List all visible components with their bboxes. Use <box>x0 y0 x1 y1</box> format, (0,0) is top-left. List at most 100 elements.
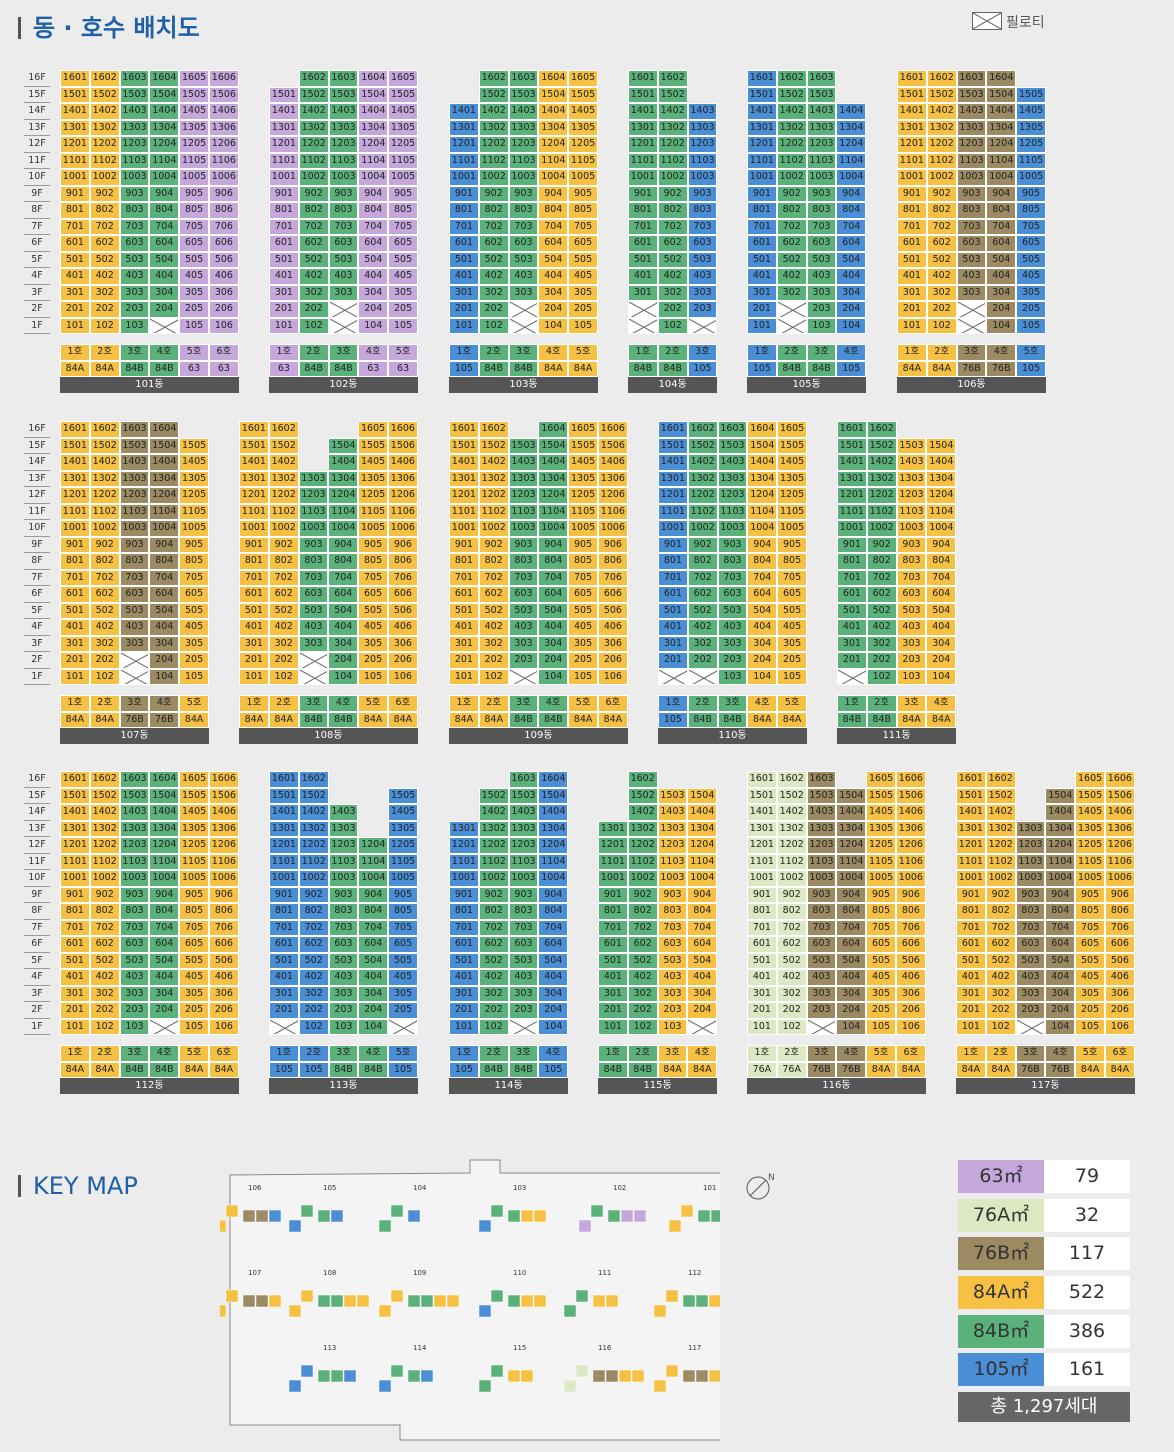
unit-cell[interactable]: 705 <box>866 919 896 936</box>
unit-cell[interactable]: 205 <box>358 652 388 669</box>
unit-cell[interactable]: 1103 <box>508 503 539 520</box>
unit-cell[interactable]: 304 <box>538 635 569 652</box>
unit-cell[interactable]: 1606 <box>209 70 239 87</box>
unit-cell[interactable]: 506 <box>896 952 926 969</box>
unit-cell[interactable]: 104 <box>538 1018 569 1035</box>
unit-cell[interactable]: 1405 <box>568 454 598 471</box>
unit-cell[interactable]: 1004 <box>747 520 778 537</box>
unit-cell[interactable]: 1202 <box>657 136 688 153</box>
unit-cell[interactable]: 1402 <box>478 103 509 120</box>
unit-cell[interactable]: 205 <box>866 1002 896 1019</box>
unit-cell[interactable]: 1206 <box>209 837 239 854</box>
unit-cell[interactable]: 1201 <box>747 837 777 854</box>
unit-cell[interactable]: 603 <box>806 936 837 953</box>
unit-cell[interactable]: 806 <box>1105 903 1135 920</box>
unit-cell[interactable]: 102 <box>298 1018 329 1035</box>
unit-cell[interactable]: 905 <box>179 185 209 202</box>
unit-cell[interactable]: 1004 <box>926 520 957 537</box>
unit-cell[interactable]: 1603 <box>508 70 539 87</box>
unit-cell[interactable]: 1403 <box>119 454 150 471</box>
unit-cell[interactable]: 1203 <box>298 487 329 504</box>
unit-cell[interactable]: 804 <box>986 202 1017 219</box>
unit-cell[interactable]: 1004 <box>687 870 718 887</box>
unit-cell[interactable]: 801 <box>60 903 90 920</box>
unit-cell[interactable]: 604 <box>836 936 867 953</box>
unit-cell[interactable]: 901 <box>598 886 628 903</box>
unit-cell[interactable]: 1501 <box>269 787 299 804</box>
unit-cell[interactable]: 101 <box>269 317 299 334</box>
unit-cell[interactable]: 401 <box>60 619 90 636</box>
unit-cell[interactable]: 1305 <box>388 119 418 136</box>
unit-cell[interactable]: 502 <box>89 952 120 969</box>
unit-cell[interactable]: 906 <box>209 185 239 202</box>
unit-cell[interactable]: 103 <box>717 668 748 685</box>
unit-cell[interactable]: 1503 <box>717 437 748 454</box>
unit-cell[interactable]: 303 <box>328 284 359 301</box>
unit-cell[interactable]: 501 <box>956 952 986 969</box>
unit-cell[interactable]: 1203 <box>806 136 837 153</box>
unit-cell[interactable]: 404 <box>538 619 569 636</box>
unit-cell[interactable]: 704 <box>836 919 867 936</box>
unit-cell[interactable]: 1101 <box>837 503 867 520</box>
unit-cell[interactable]: 1005 <box>388 870 418 887</box>
unit-cell[interactable]: 1604 <box>149 70 180 87</box>
unit-cell[interactable]: 1301 <box>269 820 299 837</box>
unit-cell[interactable]: 1304 <box>836 119 867 136</box>
unit-cell[interactable]: 701 <box>449 919 479 936</box>
unit-cell[interactable]: 102 <box>985 1018 1016 1035</box>
unit-cell[interactable]: 605 <box>568 235 598 252</box>
unit-cell[interactable]: 705 <box>1075 919 1105 936</box>
unit-cell[interactable]: 1003 <box>657 870 688 887</box>
unit-cell[interactable]: 1506 <box>209 86 239 103</box>
unit-cell[interactable]: 1302 <box>627 820 658 837</box>
unit-cell[interactable]: 702 <box>866 569 897 586</box>
unit-cell[interactable]: 1205 <box>568 487 598 504</box>
unit-cell[interactable]: 1203 <box>328 136 359 153</box>
unit-cell[interactable]: 405 <box>388 969 418 986</box>
unit-cell[interactable]: 606 <box>896 936 926 953</box>
unit-cell[interactable]: 1505 <box>777 437 807 454</box>
unit-cell[interactable]: 303 <box>1015 985 1046 1002</box>
unit-cell[interactable]: 1404 <box>1045 804 1076 821</box>
unit-cell[interactable]: 1104 <box>538 152 569 169</box>
unit-cell[interactable]: 1002 <box>89 169 120 186</box>
unit-cell[interactable]: 1205 <box>1016 136 1046 153</box>
unit-cell[interactable]: 805 <box>777 553 807 570</box>
unit-cell[interactable]: 303 <box>508 284 539 301</box>
unit-cell[interactable]: 1605 <box>866 771 896 788</box>
unit-cell[interactable]: 1106 <box>1105 853 1135 870</box>
unit-cell[interactable]: 703 <box>508 569 539 586</box>
unit-cell[interactable]: 1605 <box>388 70 418 87</box>
unit-cell[interactable]: 1502 <box>627 787 658 804</box>
unit-cell[interactable]: 303 <box>508 985 539 1002</box>
unit-cell[interactable]: 1401 <box>449 103 479 120</box>
unit-cell[interactable]: 702 <box>776 919 807 936</box>
unit-cell[interactable]: 303 <box>328 985 359 1002</box>
unit-cell[interactable]: 1206 <box>209 136 239 153</box>
unit-cell[interactable]: 201 <box>60 301 90 318</box>
unit-cell[interactable]: 1501 <box>747 787 777 804</box>
unit-cell[interactable]: 1502 <box>657 86 688 103</box>
unit-cell[interactable]: 402 <box>657 268 688 285</box>
unit-cell[interactable]: 1304 <box>747 470 778 487</box>
unit-cell[interactable]: 1002 <box>89 520 120 537</box>
unit-cell[interactable]: 102 <box>926 317 957 334</box>
unit-cell[interactable]: 503 <box>806 251 837 268</box>
unit-cell[interactable]: 301 <box>269 284 299 301</box>
unit-cell[interactable]: 1505 <box>388 787 418 804</box>
unit-cell[interactable]: 504 <box>926 602 957 619</box>
unit-cell[interactable]: 1602 <box>89 421 120 438</box>
unit-cell[interactable]: 1104 <box>149 503 180 520</box>
unit-cell[interactable]: 1303 <box>657 820 688 837</box>
unit-cell[interactable]: 1501 <box>60 437 90 454</box>
unit-cell[interactable]: 1104 <box>149 853 180 870</box>
unit-cell[interactable]: 1503 <box>508 787 539 804</box>
unit-cell[interactable]: 701 <box>837 569 867 586</box>
unit-cell[interactable]: 101 <box>449 1018 479 1035</box>
unit-cell[interactable]: 704 <box>149 919 180 936</box>
unit-cell[interactable]: 1506 <box>388 437 418 454</box>
unit-cell[interactable]: 1303 <box>328 820 359 837</box>
unit-cell[interactable]: 302 <box>89 985 120 1002</box>
unit-cell[interactable]: 402 <box>89 969 120 986</box>
unit-cell[interactable]: 805 <box>388 903 418 920</box>
